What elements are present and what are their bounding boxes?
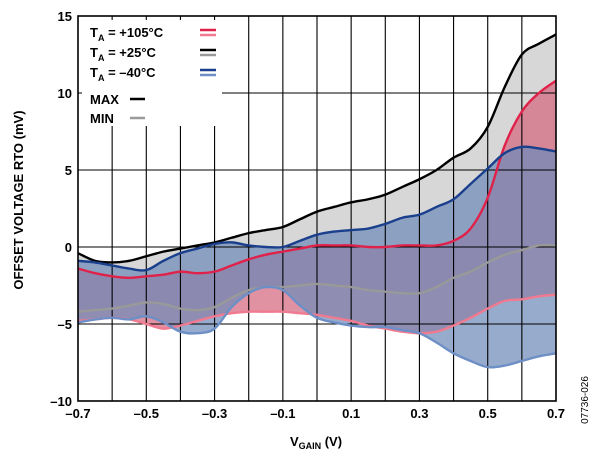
legend-entry-sub: A	[98, 73, 105, 83]
x-axis-title-main: V	[290, 434, 299, 449]
legend-entry-prefix: T	[90, 25, 98, 40]
x-axis-title: VGAIN (V)	[290, 434, 342, 451]
x-tick-label: 0.3	[410, 406, 428, 421]
x-tick-label: 0.1	[342, 406, 360, 421]
series-lines	[77, 33, 557, 369]
legend-entry-value: = +25°C	[104, 45, 156, 60]
x-tick-label: –0.1	[270, 406, 295, 421]
y-axis-title: OFFSET VOLTAGE RTO (mV)	[11, 110, 26, 289]
series-max-line-1	[77, 79, 557, 280]
legend-entry-label: TA = +25°C	[90, 45, 157, 63]
legend-background	[82, 20, 222, 126]
figure-id: 07736-026	[580, 376, 591, 424]
x-tick-label: 0.7	[547, 406, 565, 421]
x-axis-title-unit: (V)	[321, 434, 342, 449]
y-tick-label: –10	[50, 394, 72, 409]
x-tick-label: 0.5	[479, 406, 497, 421]
tick-labels: –0.7 –0.5 –0.3 –0.1 0.1 0.3 0.5 0.7 –10 –5 0 5 10 15	[50, 9, 565, 421]
series-min-line-1	[77, 293, 557, 335]
series-min-line-0	[77, 243, 557, 313]
legend-entry-prefix: T	[90, 45, 98, 60]
series-max-line-0	[77, 33, 557, 264]
x-tick-label: –0.3	[202, 406, 227, 421]
series-min-line-2	[77, 285, 557, 369]
y-tick-label: 10	[58, 86, 72, 101]
legend: TA = +105°CTA = +25°CTA = –40°C MAX MIN	[82, 20, 222, 126]
legend-entry-sub: A	[98, 33, 105, 43]
legend-entry-label: TA = –40°C	[90, 65, 156, 83]
legend-entry-value: = –40°C	[104, 65, 156, 80]
x-axis-title-sub: GAIN	[299, 441, 322, 451]
plot-frame	[77, 15, 557, 402]
y-tick-label: 0	[65, 240, 72, 255]
legend-entry-prefix: T	[90, 65, 98, 80]
y-tick-label: –5	[58, 317, 72, 332]
series-max-line-2	[77, 145, 557, 272]
legend-entry-value: = +105°C	[104, 25, 163, 40]
y-tick-label: 15	[58, 9, 72, 24]
legend-max-label: MAX	[90, 92, 119, 107]
legend-entry-sub: A	[98, 53, 105, 63]
legend-min-label: MIN	[90, 111, 114, 126]
grid-lines	[78, 16, 556, 401]
x-tick-label: –0.7	[65, 406, 90, 421]
x-tick-label: –0.5	[134, 406, 159, 421]
legend-entry-label: TA = +105°C	[90, 25, 164, 43]
y-tick-label: 5	[65, 163, 72, 178]
